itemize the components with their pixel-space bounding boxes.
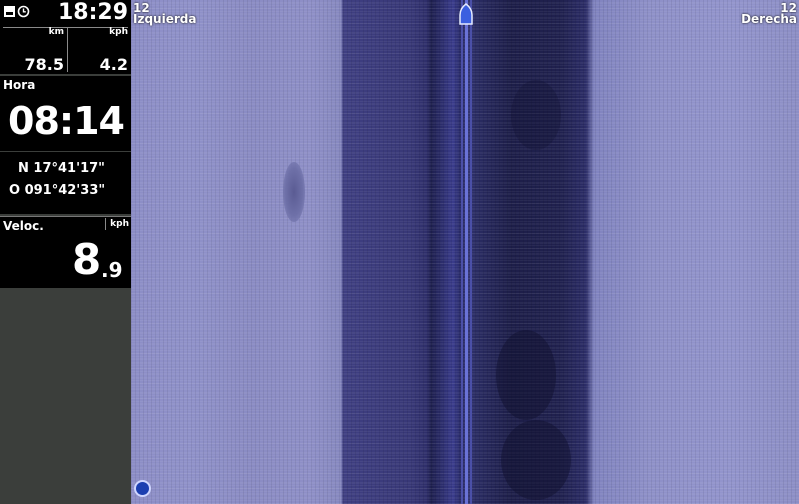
sonar-return: [511, 80, 561, 150]
bottom-object: [283, 162, 305, 222]
divider: [3, 27, 128, 28]
divider: [0, 216, 131, 217]
position-box[interactable]: N 17°41'17" O 091°42'33": [0, 152, 131, 214]
clock-time: 18:29: [57, 0, 128, 25]
speed-box-integer: 8: [72, 235, 102, 284]
divider: [67, 28, 68, 72]
right-title: Derecha: [741, 12, 797, 26]
time-box[interactable]: Hora 08:14: [0, 76, 131, 151]
distance-unit: km: [48, 27, 64, 37]
time-value: 08:14: [8, 99, 125, 143]
left-title: Izquierda: [133, 12, 197, 26]
sd-card-icon: [4, 6, 15, 17]
menu-icon[interactable]: [134, 480, 151, 497]
water-column-edge: [470, 0, 472, 504]
speed-box-unit: kph: [110, 219, 129, 229]
sonar-return: [496, 330, 556, 420]
distance-value: 78.5: [24, 55, 64, 74]
left-range: 12: [133, 1, 150, 15]
history-icon: [17, 5, 30, 18]
speed-unit: kph: [109, 27, 128, 37]
speed-label: Veloc.: [3, 219, 44, 233]
right-side-label: 12 Derecha: [741, 1, 797, 26]
speed-box[interactable]: Veloc. kph 8 .9: [0, 216, 131, 288]
boat-track-line: [465, 0, 468, 504]
divider: [105, 218, 106, 230]
right-range: 12: [780, 1, 797, 15]
boat-icon: [459, 3, 473, 25]
speed-value: 4.2: [99, 55, 128, 74]
left-side-label: 12 Izquierda: [133, 1, 197, 26]
water-column-edge: [461, 0, 463, 504]
latitude: N 17°41'17": [18, 161, 105, 176]
status-box[interactable]: 18:29 km kph 78.5 4.2: [0, 0, 131, 74]
sonar-return: [501, 420, 571, 500]
time-label: Hora: [3, 78, 36, 92]
longitude: O 091°42'33": [9, 183, 106, 198]
side-imaging-view[interactable]: 12 Izquierda 12 Derecha: [131, 0, 799, 504]
speed-box-decimal: .9: [101, 258, 123, 282]
data-panel: 18:29 km kph 78.5 4.2 Hora 08:14 N 17°41…: [0, 0, 131, 504]
